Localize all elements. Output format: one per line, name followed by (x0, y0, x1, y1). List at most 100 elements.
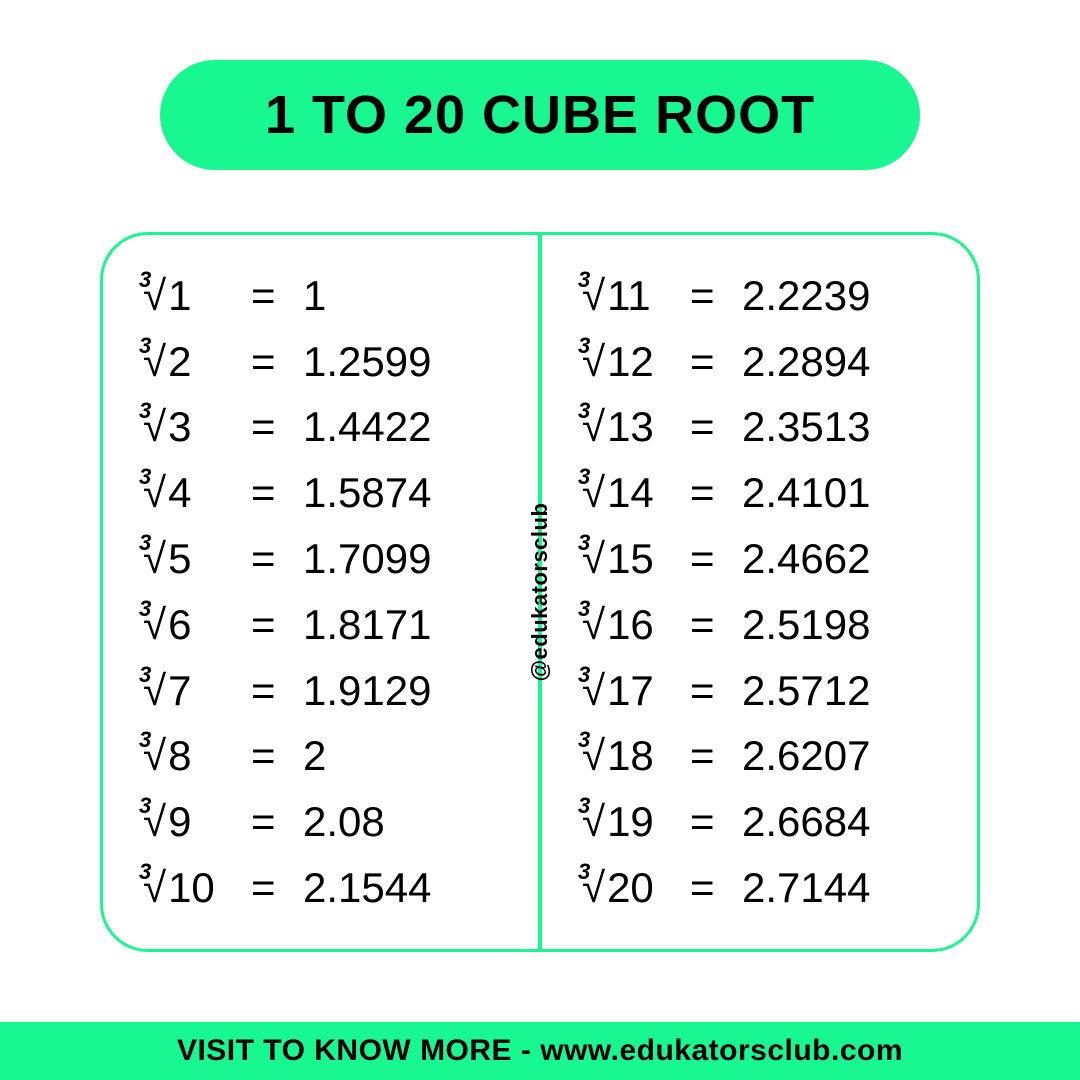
root-index: 3 (139, 795, 151, 817)
radical-icon: √3 (143, 801, 166, 843)
radical-icon: √3 (143, 275, 166, 317)
equals-sign: = (251, 867, 303, 909)
table-row: √35=1.7099 (143, 538, 518, 580)
cube-root-symbol: √314 (582, 472, 690, 514)
radicand: 10 (168, 867, 215, 909)
cube-root-symbol: √32 (143, 341, 251, 383)
cube-root-symbol: √317 (582, 670, 690, 712)
cube-root-value: 2.2239 (742, 275, 870, 317)
root-index: 3 (578, 532, 590, 554)
root-index: 3 (578, 795, 590, 817)
cube-root-symbol: √39 (143, 801, 251, 843)
equals-sign: = (251, 801, 303, 843)
root-index: 3 (578, 664, 590, 686)
table-row: √32=1.2599 (143, 341, 518, 383)
radicand: 11 (607, 275, 651, 317)
cube-root-value: 1.5874 (303, 472, 431, 514)
equals-sign: = (690, 867, 742, 909)
cube-root-value: 1.7099 (303, 538, 431, 580)
cube-root-symbol: √316 (582, 604, 690, 646)
cube-root-symbol: √37 (143, 670, 251, 712)
cube-root-value: 2.5712 (742, 670, 870, 712)
radicand: 19 (607, 801, 654, 843)
radical-icon: √3 (582, 670, 605, 712)
cube-root-symbol: √315 (582, 538, 690, 580)
cube-root-value: 2.4101 (742, 472, 870, 514)
cube-root-value: 2.6684 (742, 801, 870, 843)
radical-icon: √3 (143, 472, 166, 514)
root-index: 3 (578, 400, 590, 422)
equals-sign: = (251, 604, 303, 646)
root-index: 3 (139, 269, 151, 291)
root-index: 3 (139, 532, 151, 554)
radical-icon: √3 (143, 735, 166, 777)
equals-sign: = (690, 670, 742, 712)
cube-root-value: 2.1544 (303, 867, 431, 909)
root-index: 3 (139, 861, 151, 883)
table-row: √33=1.4422 (143, 406, 518, 448)
radicand: 13 (607, 406, 654, 448)
equals-sign: = (251, 341, 303, 383)
equals-sign: = (690, 275, 742, 317)
table-row: √318=2.6207 (582, 735, 957, 777)
radical-icon: √3 (143, 867, 166, 909)
cube-root-symbol: √311 (582, 275, 690, 317)
equals-sign: = (690, 538, 742, 580)
cube-root-value: 2.4662 (742, 538, 870, 580)
cube-root-symbol: √33 (143, 406, 251, 448)
table-row: √319=2.6684 (582, 801, 957, 843)
equals-sign: = (690, 735, 742, 777)
root-index: 3 (139, 729, 151, 751)
cube-root-table: √31=1√32=1.2599√33=1.4422√34=1.5874√35=1… (100, 232, 980, 952)
cube-root-symbol: √318 (582, 735, 690, 777)
cube-root-symbol: √31 (143, 275, 251, 317)
cube-root-value: 1.9129 (303, 670, 431, 712)
root-index: 3 (139, 335, 151, 357)
radicand: 3 (168, 406, 191, 448)
equals-sign: = (251, 472, 303, 514)
table-row: √36=1.8171 (143, 604, 518, 646)
cube-root-symbol: √319 (582, 801, 690, 843)
radicand: 7 (168, 670, 191, 712)
root-index: 3 (578, 861, 590, 883)
equals-sign: = (690, 406, 742, 448)
footer-url: www.edukatorsclub.com (540, 1034, 903, 1067)
equals-sign: = (690, 801, 742, 843)
table-row: √38=2 (143, 735, 518, 777)
table-column-left: √31=1√32=1.2599√33=1.4422√34=1.5874√35=1… (103, 235, 538, 949)
radical-icon: √3 (143, 406, 166, 448)
table-row: √316=2.5198 (582, 604, 957, 646)
radical-icon: √3 (582, 341, 605, 383)
radical-icon: √3 (582, 867, 605, 909)
equals-sign: = (251, 735, 303, 777)
radicand: 9 (168, 801, 191, 843)
cube-root-value: 2.7144 (742, 867, 870, 909)
radicand: 4 (168, 472, 191, 514)
radicand: 16 (607, 604, 654, 646)
table-row: √31=1 (143, 275, 518, 317)
cube-root-symbol: √38 (143, 735, 251, 777)
cube-root-symbol: √36 (143, 604, 251, 646)
cube-root-value: 2 (303, 735, 326, 777)
equals-sign: = (251, 275, 303, 317)
root-index: 3 (139, 466, 151, 488)
cube-root-value: 2.6207 (742, 735, 870, 777)
cube-root-symbol: √310 (143, 867, 251, 909)
table-row: √320=2.7144 (582, 867, 957, 909)
radicand: 12 (607, 341, 654, 383)
equals-sign: = (690, 472, 742, 514)
radicand: 2 (168, 341, 191, 383)
page-title: 1 TO 20 CUBE ROOT (265, 84, 815, 146)
radicand: 15 (607, 538, 654, 580)
root-index: 3 (578, 269, 590, 291)
cube-root-value: 2.08 (303, 801, 385, 843)
equals-sign: = (690, 604, 742, 646)
radicand: 1 (168, 275, 191, 317)
table-row: √312=2.2894 (582, 341, 957, 383)
equals-sign: = (251, 670, 303, 712)
equals-sign: = (251, 406, 303, 448)
table-row: √311=2.2239 (582, 275, 957, 317)
radicand: 5 (168, 538, 191, 580)
table-column-right: √311=2.2239√312=2.2894√313=2.3513√314=2.… (542, 235, 977, 949)
cube-root-value: 1 (303, 275, 326, 317)
